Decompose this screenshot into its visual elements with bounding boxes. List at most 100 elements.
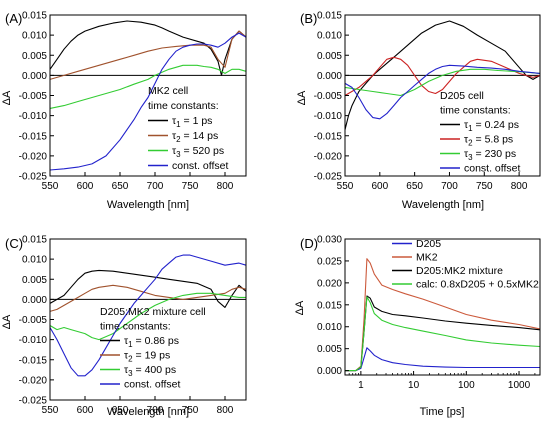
x-tick-label: 800	[217, 181, 234, 192]
legend-entry: calc: 0.8xD205 + 0.5xMK2	[416, 279, 539, 291]
x-tick-label: 750	[182, 405, 199, 416]
y-tick-label: -0.020	[19, 375, 48, 386]
legend-entry: const. offset	[124, 379, 181, 391]
legend-entry: D205:MK2 mixture	[416, 265, 503, 277]
legend-entry: const. offset	[172, 160, 229, 172]
y-tick-label: 0.005	[317, 51, 342, 62]
x-tick-label: 650	[406, 181, 423, 192]
series-line-1	[344, 56, 541, 96]
series-line-0	[49, 20, 247, 76]
y-tick-label: -0.025	[19, 172, 48, 183]
y-tick-label: 0.010	[317, 322, 342, 333]
x-tick-label: 700	[147, 181, 164, 192]
legend-entry: D205	[416, 238, 441, 250]
plot-frame	[344, 238, 541, 376]
x-tick-label: 100	[458, 380, 475, 391]
y-tick-label: -0.010	[19, 111, 48, 122]
series-line-3	[49, 32, 247, 171]
x-tick-label: 750	[476, 181, 493, 192]
y-tick-label: -0.025	[19, 396, 48, 407]
series-line-3	[345, 296, 541, 372]
series-line-2	[49, 292, 246, 341]
x-tick-label: 800	[217, 405, 234, 416]
y-tick-label: 0.005	[317, 344, 342, 355]
series-line-0	[344, 20, 541, 130]
series-line-3	[344, 64, 541, 120]
y-tick-label: 0.015	[22, 235, 47, 246]
x-tick-label: 650	[112, 181, 129, 192]
y-tick-label: -0.005	[314, 91, 343, 102]
x-axis-label: Time [ps]	[420, 406, 465, 418]
series-line-2	[344, 68, 541, 97]
x-tick-label: 700	[147, 405, 164, 416]
legend: D205:MK2 mixture cell time constants: τ1 =…	[100, 306, 206, 391]
x-tick-label: 750	[182, 181, 199, 192]
x-axis-label: Wavelength [nm]	[402, 199, 484, 211]
y-tick-label: -0.025	[314, 172, 343, 183]
panel-label: (B)	[300, 11, 317, 26]
x-axis-label: Wavelength [nm]	[107, 406, 189, 418]
y-tick-label: 0.015	[317, 11, 342, 22]
x-tick-label: 1	[358, 380, 364, 391]
y-tick-label: -0.020	[314, 151, 343, 162]
panel-label: (C)	[5, 236, 23, 251]
series-line-1	[345, 258, 541, 372]
y-tick-label: 0.030	[317, 235, 342, 246]
legend-entry: τ1 = 0.24 ps	[464, 119, 519, 133]
y-tick-label: -0.010	[19, 335, 48, 346]
y-tick-label: 0.005	[22, 275, 47, 286]
x-axis-label: Wavelength [nm]	[107, 199, 189, 211]
legend-entry: τ3 = 230 ps	[464, 148, 516, 162]
series-line-1	[49, 30, 247, 80]
y-tick-label: 0.015	[317, 300, 342, 311]
y-tick-label: -0.005	[19, 91, 48, 102]
legend-title: time constants:	[440, 105, 511, 117]
x-tick-label: 700	[441, 181, 458, 192]
y-tick-label: -0.015	[19, 355, 48, 366]
series-line-1	[49, 284, 247, 312]
x-tick-label: 550	[42, 181, 59, 192]
y-tick-label: -0.015	[19, 131, 48, 142]
panel-label: (A)	[5, 11, 22, 26]
legend-entry: τ1 = 0.86 ps	[124, 335, 179, 349]
y-tick-label: -0.010	[314, 111, 343, 122]
legend-entry: τ2 = 19 ps	[124, 350, 170, 364]
y-tick-label: 0.000	[22, 295, 47, 306]
series-line-0	[345, 347, 540, 372]
legend-entry: τ3 = 520 ps	[172, 145, 224, 159]
legend-title: MK2 cell	[148, 85, 188, 97]
y-tick-label: 0.010	[22, 255, 47, 266]
y-axis-label: ΔA	[1, 90, 13, 105]
y-tick-label: 0.015	[22, 11, 47, 22]
y-tick-label: 0.010	[317, 31, 342, 42]
x-tick-label: 650	[112, 405, 129, 416]
legend-title: time constants:	[148, 100, 219, 112]
y-tick-label: -0.015	[314, 131, 343, 142]
legend-title: D205 cell	[440, 90, 484, 102]
y-axis-label: ΔA	[1, 314, 13, 329]
legend-entry: τ2 = 14 ps	[172, 130, 218, 144]
legend-title: time constants:	[100, 321, 171, 333]
y-tick-label: 0.010	[22, 31, 47, 42]
y-tick-label: -0.020	[19, 151, 48, 162]
legend-entry: τ3 = 400 ps	[124, 364, 176, 378]
legend-entry: τ1 = 1 ps	[172, 115, 212, 129]
panel-c: (C) 550 600 650 700 750 800 0.015 0.010 0.005 0.00…	[1, 235, 247, 418]
x-tick-label: 550	[42, 405, 59, 416]
x-tick-label: 600	[77, 181, 94, 192]
panel-b: (B) 550 600 650 700 750 800 0.015 0.010 0.005 0.00…	[296, 11, 541, 211]
x-tick-label: 550	[337, 181, 354, 192]
x-tick-label: 800	[511, 181, 528, 192]
x-tick-label: 600	[371, 181, 388, 192]
panel-label: (D)	[300, 236, 318, 251]
series-line-2	[49, 64, 247, 109]
x-tick-label: 1000	[508, 380, 531, 391]
series-line-2	[345, 295, 541, 372]
y-axis-label: ΔA	[294, 300, 306, 315]
y-tick-label: 0.020	[317, 278, 342, 289]
panel-a: (A) 550 600 650 700 750 800 0.015 0.010 0.005 0.00…	[1, 11, 247, 211]
series-line-3	[49, 254, 247, 377]
